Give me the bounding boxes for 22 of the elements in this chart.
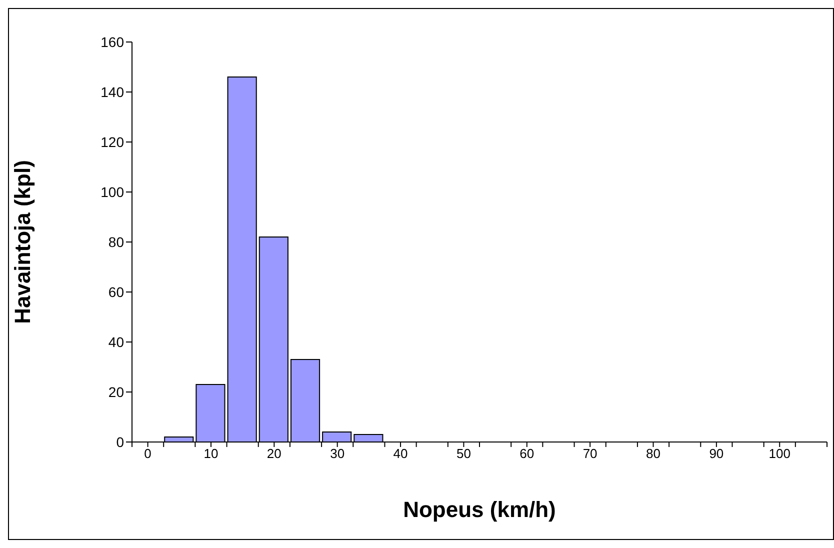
- x-tick-label: 90: [709, 446, 724, 462]
- x-tick-label: 0: [144, 446, 152, 462]
- x-tick-label: 20: [266, 446, 282, 462]
- x-tick-label: 30: [330, 446, 345, 462]
- y-tick-label: 80: [108, 234, 124, 250]
- x-axis-title: Nopeus (km/h): [403, 497, 556, 522]
- y-axis-title: Havaintoja (kpl): [10, 160, 35, 324]
- y-tick-label: 0: [116, 434, 124, 450]
- x-tick-label: 80: [646, 446, 660, 462]
- y-tick-label: 60: [108, 284, 124, 300]
- x-tick-label: 50: [456, 446, 471, 462]
- y-tick-label: 160: [100, 34, 124, 50]
- x-tick-label: 70: [582, 446, 598, 462]
- x-tick-label: 10: [204, 446, 218, 462]
- x-tick-label: 60: [520, 446, 534, 462]
- y-tick-label: 40: [108, 334, 124, 350]
- y-tick-label: 140: [100, 84, 124, 100]
- x-tick-label: 100: [768, 446, 790, 462]
- y-tick-label: 120: [100, 134, 124, 150]
- y-tick-label: 100: [100, 184, 124, 200]
- y-tick-label: 20: [108, 384, 124, 400]
- x-tick-label: 40: [393, 446, 408, 462]
